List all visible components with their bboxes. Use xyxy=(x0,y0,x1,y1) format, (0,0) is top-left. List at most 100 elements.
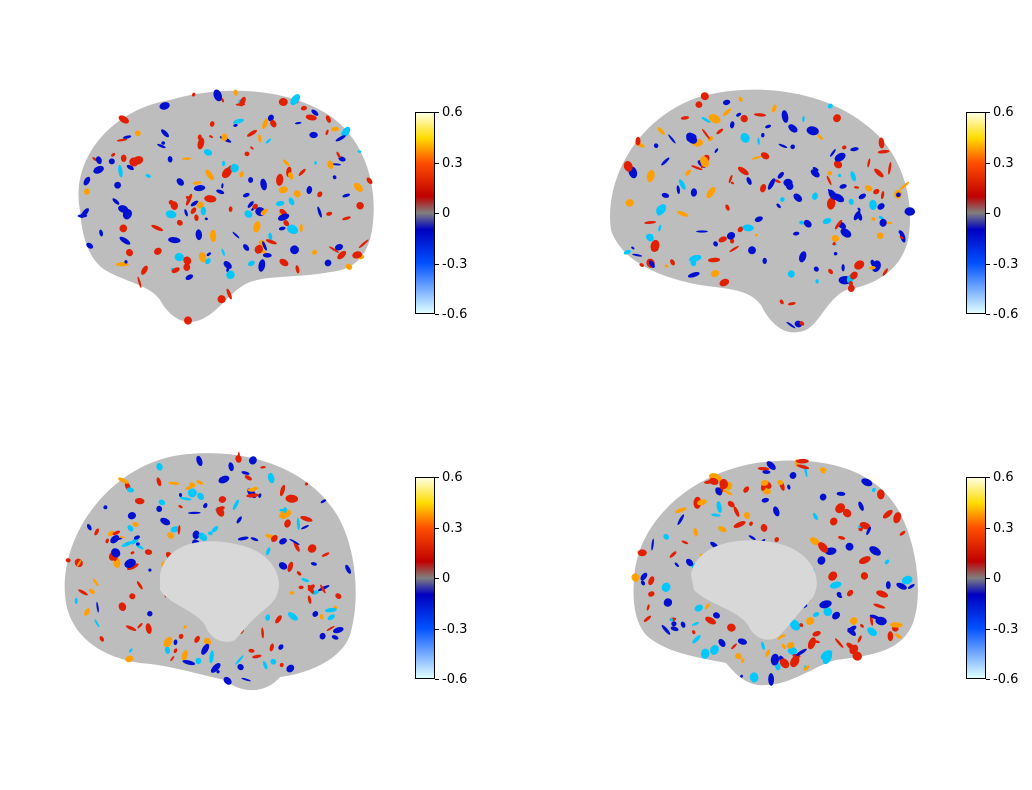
activation-blob xyxy=(740,674,743,678)
activation-blob xyxy=(76,559,82,568)
activation-blob xyxy=(74,597,78,605)
activation-blob xyxy=(286,664,295,673)
activation-blob xyxy=(235,103,246,106)
activation-blob xyxy=(125,249,134,257)
activation-blob xyxy=(700,156,709,168)
activation-blob xyxy=(168,481,180,485)
activation-blob xyxy=(221,98,225,103)
activation-blob xyxy=(834,638,844,648)
activation-blob xyxy=(817,134,823,140)
activation-blob xyxy=(741,658,745,663)
activation-blob xyxy=(159,102,170,110)
activation-blob xyxy=(749,521,753,526)
activation-blob xyxy=(786,321,796,329)
colorbar-tick-mark xyxy=(986,679,990,680)
activation-blob xyxy=(762,257,767,264)
activation-blob xyxy=(177,525,181,535)
activation-blob xyxy=(253,221,261,233)
activation-blob xyxy=(209,650,214,664)
activation-blob xyxy=(643,615,652,623)
colorbar-tick-mark xyxy=(986,162,990,164)
activation-blob xyxy=(237,451,240,463)
activation-blob xyxy=(230,163,239,173)
activation-blob xyxy=(114,181,121,189)
activation-blob xyxy=(836,591,842,597)
activation-blob xyxy=(92,578,99,587)
activation-blob xyxy=(765,649,771,657)
activation-blob xyxy=(757,137,760,145)
activation-blob xyxy=(237,536,249,541)
activation-blob xyxy=(221,160,226,167)
activation-blob xyxy=(216,506,225,517)
activation-blob xyxy=(807,637,816,650)
activation-blob xyxy=(332,163,341,166)
activation-blob xyxy=(748,535,756,540)
activation-blob xyxy=(787,270,795,278)
activation-blob xyxy=(719,278,730,287)
activation-blob xyxy=(727,500,735,508)
activation-blob xyxy=(133,535,140,540)
activation-blob xyxy=(151,224,164,232)
activation-blob xyxy=(779,197,785,202)
activation-blob xyxy=(278,226,286,231)
activation-blob xyxy=(252,654,262,659)
activation-blob xyxy=(907,584,915,589)
activation-blob xyxy=(94,619,100,628)
activation-blob xyxy=(86,242,94,249)
colorbar-tick-label: -0.3 xyxy=(993,256,1019,272)
activation-blob xyxy=(130,551,135,555)
activation-blob xyxy=(331,635,339,640)
activation-blob xyxy=(653,143,659,149)
activation-blob xyxy=(710,644,719,655)
activation-blob xyxy=(278,186,288,194)
activation-blob xyxy=(163,636,173,648)
activation-blob xyxy=(869,199,877,210)
activation-blob xyxy=(837,173,842,178)
activation-blob xyxy=(773,179,781,184)
activation-blob xyxy=(193,185,206,192)
activation-blob xyxy=(78,589,88,596)
activation-blob xyxy=(283,507,287,513)
activation-blob xyxy=(250,537,259,542)
activation-blob xyxy=(301,525,309,530)
activation-blob xyxy=(696,230,708,233)
activation-blob xyxy=(65,558,71,563)
activation-blob xyxy=(132,156,144,165)
colorbar-tick-label: -0.3 xyxy=(442,621,468,637)
activation-blob xyxy=(262,118,269,130)
activation-blob xyxy=(328,246,339,253)
activation-blob xyxy=(789,472,797,479)
activation-blob xyxy=(840,228,852,238)
activation-blob xyxy=(242,192,250,198)
colorbar-tick-label: 0.3 xyxy=(442,520,463,536)
activation-blob xyxy=(646,604,650,611)
activation-blob xyxy=(271,534,278,543)
activation-blob xyxy=(287,612,298,621)
colorbar-1 xyxy=(415,112,435,314)
activation-blob xyxy=(678,179,686,190)
activation-blob xyxy=(789,619,801,631)
activation-blob xyxy=(680,621,686,628)
activation-blob xyxy=(122,135,132,139)
activation-blob xyxy=(737,166,749,176)
colorbar-tick-mark xyxy=(986,527,990,529)
activation-blob xyxy=(635,136,641,146)
activation-blob xyxy=(834,219,843,230)
activation-blob xyxy=(112,530,121,536)
activation-blob xyxy=(330,126,340,132)
activation-blob xyxy=(832,242,836,246)
colorbar-tick-mark xyxy=(435,679,439,680)
activation-blob xyxy=(248,648,255,653)
activation-blob xyxy=(885,581,891,590)
activation-blob xyxy=(676,185,680,195)
activation-blob xyxy=(888,161,892,175)
activation-blob xyxy=(216,189,225,195)
activation-blob xyxy=(306,185,313,195)
colorbar-tick-label: 0.6 xyxy=(993,470,1014,485)
activation-blob xyxy=(204,195,217,203)
activation-blob xyxy=(279,509,292,519)
activation-blob xyxy=(860,572,869,580)
activation-blob xyxy=(850,617,858,625)
activation-blob xyxy=(685,169,691,176)
activation-blob xyxy=(174,252,184,262)
